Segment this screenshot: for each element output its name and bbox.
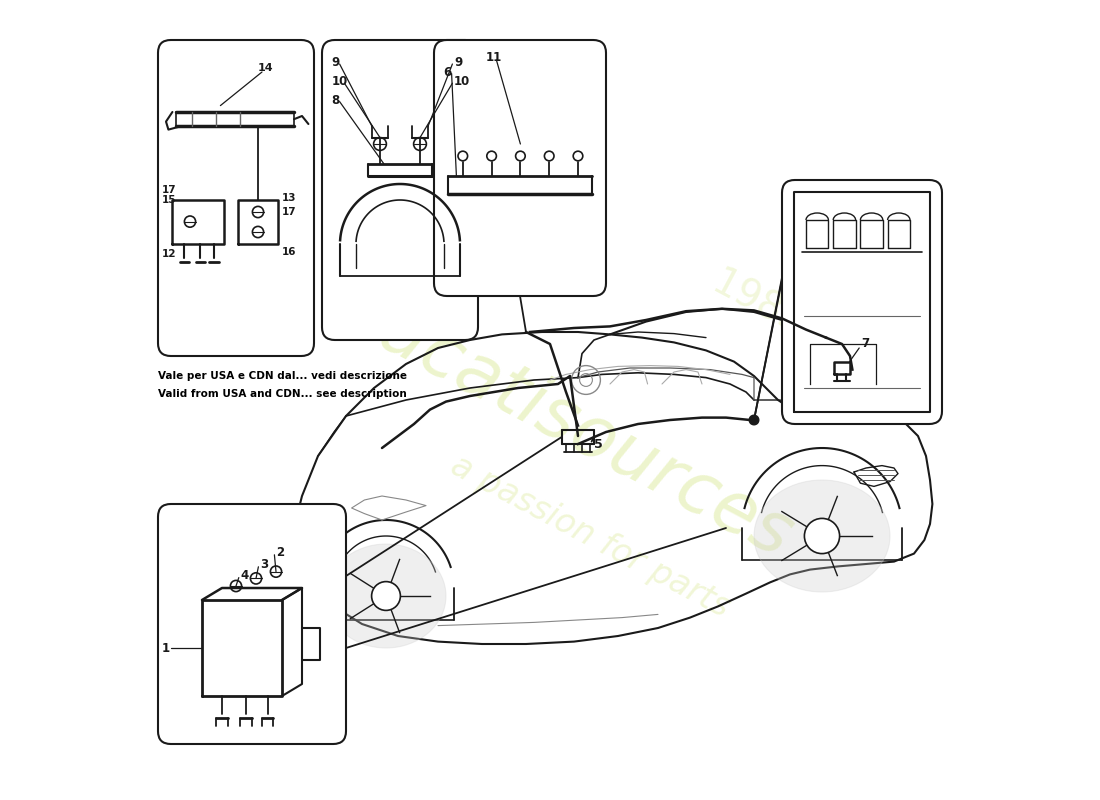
Text: 16: 16 xyxy=(282,247,297,257)
Text: Vale per USA e CDN dal... vedi descrizione: Vale per USA e CDN dal... vedi descrizio… xyxy=(158,371,407,381)
Circle shape xyxy=(372,582,400,610)
Circle shape xyxy=(804,518,839,554)
Text: 14: 14 xyxy=(258,63,274,73)
Text: 9: 9 xyxy=(454,56,462,69)
Text: 6: 6 xyxy=(443,66,452,78)
Text: 3: 3 xyxy=(260,558,268,571)
Text: 11: 11 xyxy=(486,51,503,64)
Text: 1985: 1985 xyxy=(705,264,811,344)
Text: 8: 8 xyxy=(331,94,340,106)
Text: Valid from USA and CDN... see description: Valid from USA and CDN... see descriptio… xyxy=(158,390,407,399)
Text: 9: 9 xyxy=(331,56,340,69)
FancyBboxPatch shape xyxy=(782,180,942,424)
Text: 5: 5 xyxy=(594,438,603,450)
Circle shape xyxy=(749,415,759,425)
Text: a passion for parts: a passion for parts xyxy=(444,448,735,624)
Text: 17: 17 xyxy=(162,186,177,195)
Ellipse shape xyxy=(754,480,890,592)
Text: 1: 1 xyxy=(162,642,170,654)
FancyBboxPatch shape xyxy=(158,40,314,356)
Text: 12: 12 xyxy=(162,249,176,258)
Text: ducatisources: ducatisources xyxy=(328,275,804,573)
Text: 10: 10 xyxy=(454,75,471,88)
Text: 10: 10 xyxy=(331,75,348,88)
Text: 13: 13 xyxy=(282,194,297,203)
Text: 17: 17 xyxy=(282,207,297,217)
FancyBboxPatch shape xyxy=(434,40,606,296)
Text: 4: 4 xyxy=(241,569,249,582)
Ellipse shape xyxy=(326,544,446,648)
FancyBboxPatch shape xyxy=(322,40,478,340)
FancyBboxPatch shape xyxy=(158,504,346,744)
Text: 7: 7 xyxy=(861,338,870,350)
Text: 15: 15 xyxy=(162,195,176,205)
Text: 2: 2 xyxy=(276,546,284,559)
